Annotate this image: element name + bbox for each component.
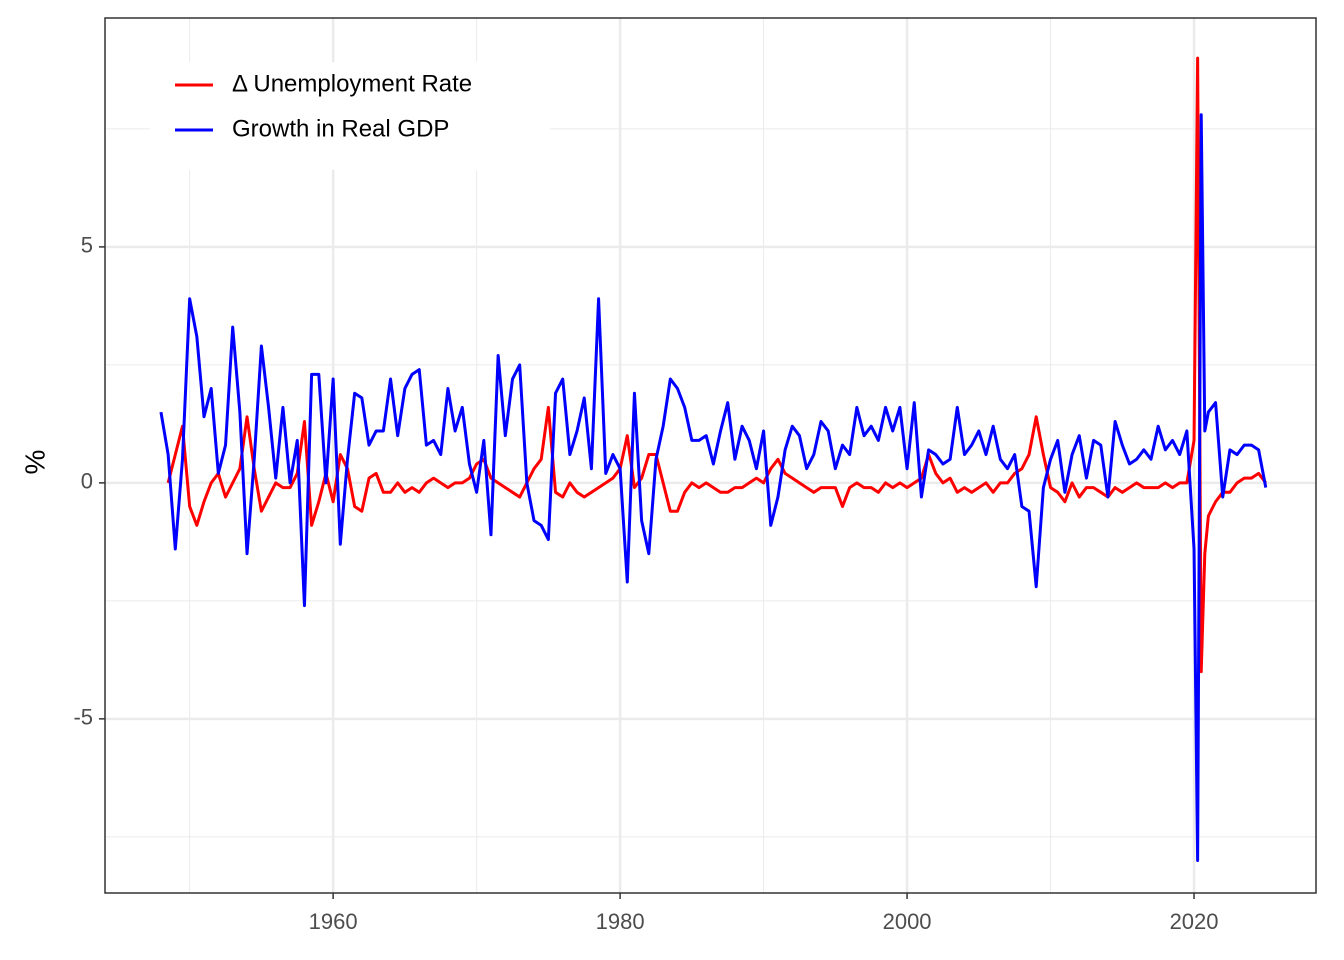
x-tick-label: 1980 [596,909,645,934]
y-tick-label: 0 [81,469,93,494]
legend-label: Growth in Real GDP [232,115,449,142]
legend-box [150,62,550,170]
y-tick-label: -5 [73,705,93,730]
x-tick-label: 2020 [1170,909,1219,934]
x-tick-label: 2000 [883,909,932,934]
x-tick-label: 1960 [309,909,358,934]
series-line [166,56,1267,674]
legend-label: Δ Unemployment Rate [232,70,472,97]
series-line [159,113,1268,862]
panel-border [104,17,1317,894]
y-axis-label: % [19,450,50,475]
y-tick-label: 5 [81,233,93,258]
